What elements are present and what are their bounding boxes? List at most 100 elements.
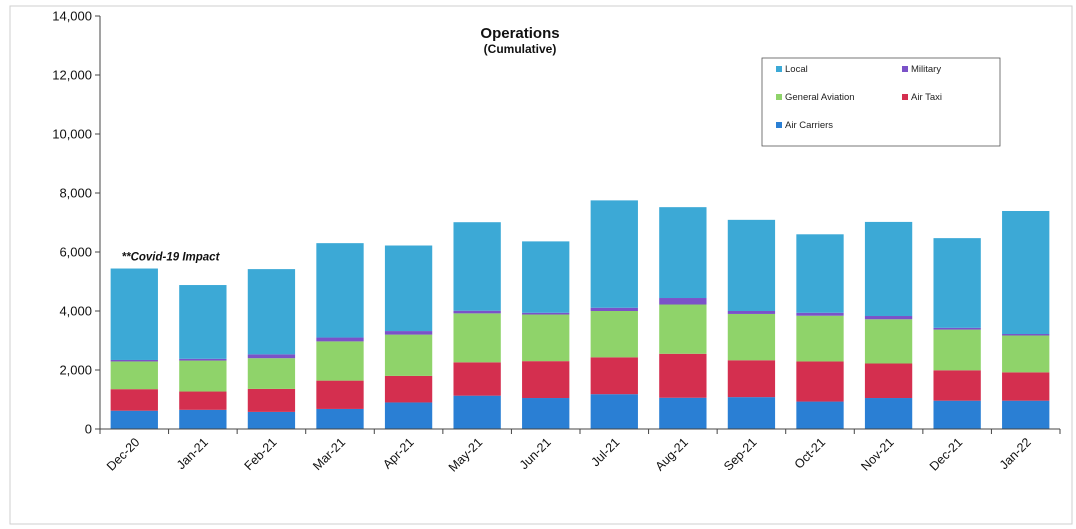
legend-entry: Local bbox=[785, 64, 808, 75]
x-tick-label: Jan-22 bbox=[997, 435, 1034, 472]
bar-military bbox=[933, 327, 981, 330]
bar-general-aviation bbox=[522, 314, 570, 362]
bar-military bbox=[796, 312, 844, 316]
bar-military bbox=[590, 307, 638, 311]
bar-military bbox=[659, 298, 707, 305]
chart-subtitle: (Cumulative) bbox=[484, 42, 557, 56]
legend: Local Military General Aviation Air Taxi Air… bbox=[761, 57, 1001, 147]
bar-military bbox=[316, 337, 364, 342]
bar-air-taxi bbox=[316, 380, 364, 409]
bar-air-carriers bbox=[316, 408, 364, 429]
y-tick-label: 12,000 bbox=[52, 68, 92, 83]
bar-general-aviation bbox=[110, 361, 158, 390]
y-tick-label: 4,000 bbox=[59, 304, 92, 319]
x-tick-label: Dec-21 bbox=[927, 435, 965, 473]
legend-swatch bbox=[776, 122, 782, 128]
x-tick-label: Oct-21 bbox=[792, 435, 828, 471]
bar-air-carriers bbox=[453, 395, 501, 429]
bar-air-taxi bbox=[933, 370, 981, 401]
y-tick-label: 0 bbox=[85, 422, 92, 437]
bar-general-aviation bbox=[590, 311, 638, 358]
bar-air-carriers bbox=[384, 402, 433, 429]
bar-air-carriers bbox=[864, 398, 913, 429]
bar-local bbox=[1002, 210, 1050, 335]
x-tick-label: Aug-21 bbox=[653, 435, 691, 473]
x-tick-label: Feb-21 bbox=[242, 435, 280, 473]
bar-local bbox=[727, 219, 776, 311]
legend-swatch bbox=[776, 94, 782, 100]
x-tick-label: Jul-21 bbox=[588, 435, 622, 469]
bar-general-aviation bbox=[864, 319, 913, 364]
bar-air-taxi bbox=[796, 361, 844, 402]
legend-entry: Air Carriers bbox=[785, 120, 833, 131]
bar-military bbox=[247, 354, 296, 359]
bar-air-taxi bbox=[247, 388, 296, 412]
y-tick-label: 10,000 bbox=[52, 127, 92, 142]
bar-general-aviation bbox=[316, 341, 364, 381]
bar-air-taxi bbox=[110, 389, 158, 411]
bar-air-carriers bbox=[796, 401, 844, 429]
y-tick-label: 2,000 bbox=[59, 363, 92, 378]
bar-general-aviation bbox=[659, 304, 707, 354]
bar-local bbox=[796, 234, 844, 313]
x-tick-label: Sep-21 bbox=[721, 435, 759, 473]
bar-local bbox=[179, 285, 227, 359]
bar-military bbox=[179, 358, 227, 361]
bar-air-carriers bbox=[247, 411, 296, 429]
bar-local bbox=[247, 269, 296, 355]
bar-air-taxi bbox=[1002, 372, 1050, 401]
legend-entry: General Aviation bbox=[785, 92, 855, 103]
y-tick-label: 14,000 bbox=[52, 9, 92, 24]
bar-local bbox=[933, 238, 981, 328]
bar-general-aviation bbox=[247, 358, 296, 389]
bar-military bbox=[110, 359, 158, 362]
bar-local bbox=[110, 268, 158, 360]
bar-air-taxi bbox=[384, 375, 433, 403]
bar-air-taxi bbox=[659, 353, 707, 398]
bar-air-taxi bbox=[522, 361, 570, 399]
bar-general-aviation bbox=[727, 313, 776, 361]
bar-local bbox=[864, 221, 913, 317]
bar-general-aviation bbox=[796, 315, 844, 362]
legend-swatch bbox=[776, 66, 782, 72]
bar-general-aviation bbox=[453, 313, 501, 363]
bar-general-aviation bbox=[179, 360, 227, 392]
bar-general-aviation bbox=[384, 334, 433, 376]
covid-annotation: **Covid-19 Impact bbox=[122, 252, 221, 264]
bar-air-carriers bbox=[933, 400, 981, 429]
bar-military bbox=[1002, 334, 1050, 336]
bar-air-taxi bbox=[590, 357, 638, 395]
chart-title: Operations bbox=[480, 25, 559, 42]
x-tick-label: Dec-20 bbox=[104, 435, 142, 473]
bar-military bbox=[864, 316, 913, 320]
bar-general-aviation bbox=[933, 329, 981, 371]
chart-border bbox=[9, 5, 1073, 525]
x-tick-label: Nov-21 bbox=[858, 435, 896, 473]
bar-local bbox=[659, 207, 707, 299]
legend-box bbox=[761, 57, 1001, 147]
bar-air-taxi bbox=[453, 362, 501, 396]
bar-air-carriers bbox=[727, 397, 776, 429]
bar-local bbox=[522, 241, 570, 313]
bar-air-carriers bbox=[110, 410, 158, 429]
bar-air-carriers bbox=[590, 394, 638, 429]
bar-local bbox=[453, 222, 501, 311]
bars-layer bbox=[110, 200, 1050, 429]
bar-local bbox=[316, 243, 364, 338]
bar-air-carriers bbox=[1002, 400, 1050, 429]
bar-air-taxi bbox=[179, 391, 227, 410]
bar-general-aviation bbox=[1002, 335, 1050, 373]
x-tick-label: Apr-21 bbox=[380, 435, 416, 471]
legend-swatch bbox=[902, 94, 908, 100]
bar-air-carriers bbox=[522, 398, 570, 429]
bar-local bbox=[590, 200, 638, 308]
x-tick-label: Jun-21 bbox=[517, 435, 554, 472]
legend-swatch bbox=[902, 66, 908, 72]
bar-air-carriers bbox=[659, 397, 707, 429]
y-tick-label: 8,000 bbox=[59, 186, 92, 201]
bar-military bbox=[727, 311, 776, 314]
bar-local bbox=[384, 245, 433, 332]
bar-military bbox=[522, 312, 570, 315]
bar-air-taxi bbox=[727, 360, 776, 398]
